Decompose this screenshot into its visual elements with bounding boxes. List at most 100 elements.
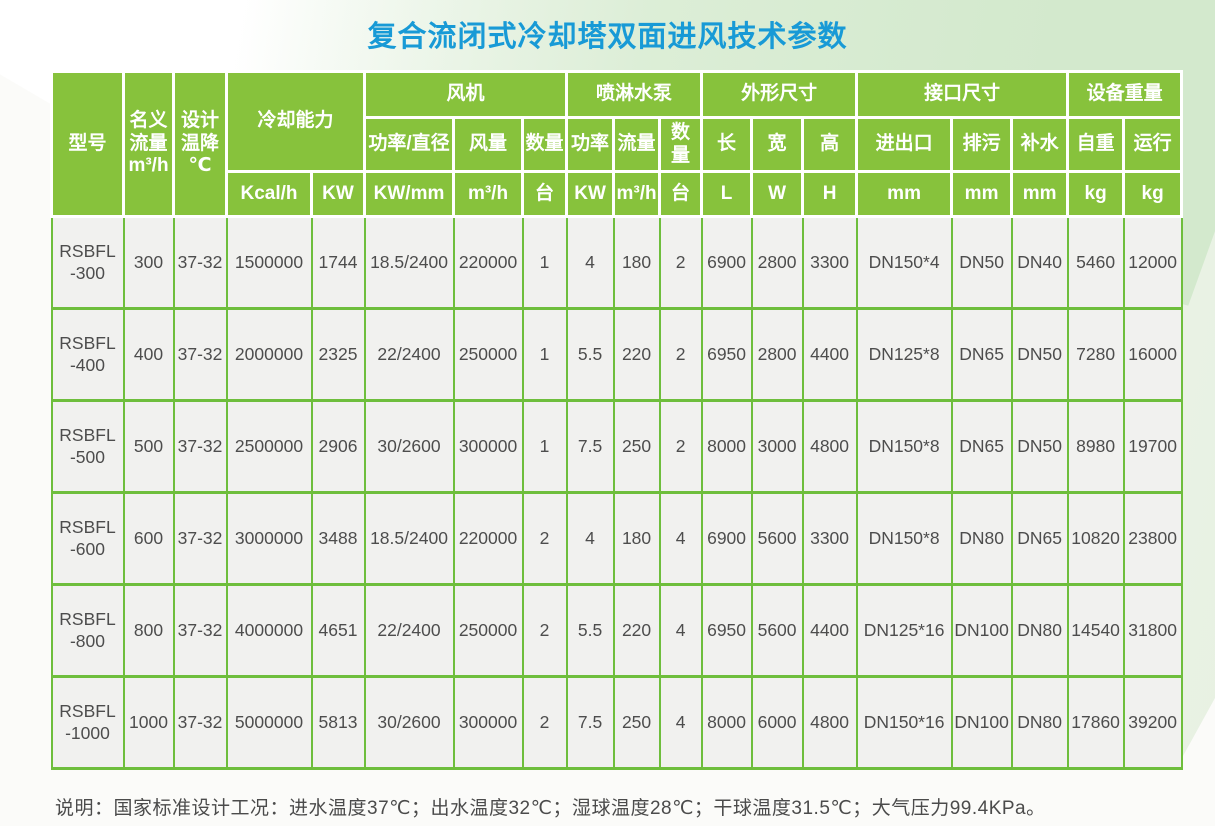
col-header-design-temp: 设计 温降 ℃ [172, 70, 228, 218]
value-cell: 300 [122, 215, 175, 310]
value-cell: 5000000 [225, 675, 313, 770]
spec-table-container: 型号 名义 流量 m³/h 设计 温降 ℃ 冷却能力 风机 喷淋水泵 外形尺寸 [50, 70, 1184, 770]
value-cell: 300000 [452, 399, 524, 494]
unit-inlet-outlet: mm [855, 170, 954, 218]
value-cell: 1 [521, 215, 568, 310]
value-cell: 3300 [801, 491, 858, 586]
value-cell: 5813 [310, 675, 366, 770]
model-cell: RSBFL -500 [50, 399, 125, 494]
unit-cooling-kcal: Kcal/h [225, 170, 313, 218]
value-cell: 2 [658, 307, 703, 402]
value-cell: 2800 [750, 215, 804, 310]
value-cell: 220 [612, 583, 661, 678]
value-cell: 3300 [801, 215, 858, 310]
value-cell: DN50 [1010, 399, 1069, 494]
value-cell: 16000 [1122, 307, 1183, 402]
unit-cooling-kw: KW [309, 170, 367, 218]
value-cell: DN125*8 [855, 307, 953, 402]
unit-fan-airflow: m³/h [452, 170, 525, 218]
col-header-length: 长 [700, 116, 754, 173]
value-cell: 14540 [1066, 583, 1125, 678]
col-header-design-temp-unit: ℃ [188, 155, 212, 177]
unit-operating-weight: kg [1122, 170, 1184, 218]
value-cell: 12000 [1122, 215, 1183, 310]
value-cell: 23800 [1122, 491, 1183, 586]
table-row: RSBFL -600 600 37-32 3000000 3488 18.5/2400 22… [50, 491, 1183, 586]
value-cell: 250000 [452, 307, 524, 402]
value-cell: 6950 [700, 583, 753, 678]
value-cell: DN125*16 [855, 583, 953, 678]
group-header-spray-pump: 喷淋水泵 [565, 70, 704, 119]
value-cell: DN65 [1010, 491, 1069, 586]
col-header-pump-flow: 流量 [612, 116, 662, 173]
group-header-fan: 风机 [363, 70, 569, 119]
value-cell: DN150*4 [855, 215, 953, 310]
value-cell: 4 [658, 675, 703, 770]
col-header-nominal-flow-line2: 流量 [129, 132, 168, 154]
value-cell: 1744 [310, 215, 366, 310]
value-cell: 4 [565, 491, 615, 586]
value-cell: 37-32 [172, 583, 228, 678]
value-cell: 220000 [452, 491, 524, 586]
value-cell: 22/2400 [363, 307, 455, 402]
table-row: RSBFL -300 300 37-32 1500000 1744 18.5/2400 22… [50, 215, 1183, 310]
table-row: RSBFL -1000 1000 37-32 5000000 5813 30/2600 30… [50, 675, 1183, 770]
value-cell: 220 [612, 307, 661, 402]
value-cell: 2 [521, 491, 568, 586]
value-cell: DN80 [1010, 583, 1069, 678]
value-cell: 5.5 [565, 583, 615, 678]
model-cell: RSBFL -600 [50, 491, 125, 586]
unit-length: L [700, 170, 754, 218]
value-cell: DN50 [1010, 307, 1069, 402]
col-header-design-temp-line2: 温降 [180, 132, 219, 154]
value-cell: 37-32 [172, 307, 228, 402]
value-cell: 4 [565, 215, 615, 310]
col-header-model: 型号 [50, 70, 125, 218]
value-cell: 2 [521, 583, 568, 678]
footnote: 说明：国家标准设计工况：进水温度37℃；出水温度32℃；湿球温度28℃；干球温度… [55, 798, 1046, 819]
group-header-equipment-weight: 设备重量 [1066, 70, 1184, 119]
value-cell: DN65 [950, 399, 1013, 494]
value-cell: 250 [612, 675, 661, 770]
value-cell: 300000 [452, 675, 524, 770]
col-header-fan-airflow: 风量 [452, 116, 525, 173]
value-cell: 3000000 [225, 491, 313, 586]
value-cell: 6950 [700, 307, 753, 402]
col-header-height: 高 [801, 116, 859, 173]
value-cell: 4651 [310, 583, 366, 678]
value-cell: DN80 [1010, 675, 1069, 770]
value-cell: 4400 [801, 583, 858, 678]
value-cell: 8000 [700, 399, 753, 494]
value-cell: DN150*8 [855, 491, 953, 586]
value-cell: 18.5/2400 [363, 491, 455, 586]
value-cell: 1 [521, 307, 568, 402]
value-cell: 400 [122, 307, 175, 402]
group-header-dimensions: 外形尺寸 [700, 70, 859, 119]
col-header-makeup-water: 补水 [1010, 116, 1070, 173]
group-header-cooling-capacity: 冷却能力 [224, 70, 367, 173]
value-cell: DN40 [1010, 215, 1069, 310]
value-cell: DN65 [950, 307, 1013, 402]
value-cell: 220000 [452, 215, 524, 310]
value-cell: 4400 [801, 307, 858, 402]
value-cell: DN80 [950, 491, 1013, 586]
value-cell: 4800 [801, 675, 858, 770]
value-cell: 4800 [801, 399, 858, 494]
table-row: RSBFL -400 400 37-32 2000000 2325 22/2400 2500… [50, 307, 1183, 402]
model-cell: RSBFL -400 [50, 307, 125, 402]
value-cell: 7.5 [565, 399, 615, 494]
value-cell: 19700 [1122, 399, 1183, 494]
value-cell: 600 [122, 491, 175, 586]
col-header-pump-power: 功率 [565, 116, 616, 173]
col-header-nominal-flow: 名义 流量 m³/h [122, 70, 175, 218]
value-cell: 30/2600 [363, 399, 455, 494]
value-cell: 6900 [700, 215, 753, 310]
value-cell: 250000 [452, 583, 524, 678]
value-cell: 2906 [310, 399, 366, 494]
value-cell: 37-32 [172, 491, 228, 586]
col-header-design-temp-line1: 设计 [180, 110, 219, 132]
col-header-operating-weight: 运行 [1122, 116, 1184, 173]
value-cell: 180 [612, 491, 661, 586]
value-cell: 37-32 [172, 675, 228, 770]
